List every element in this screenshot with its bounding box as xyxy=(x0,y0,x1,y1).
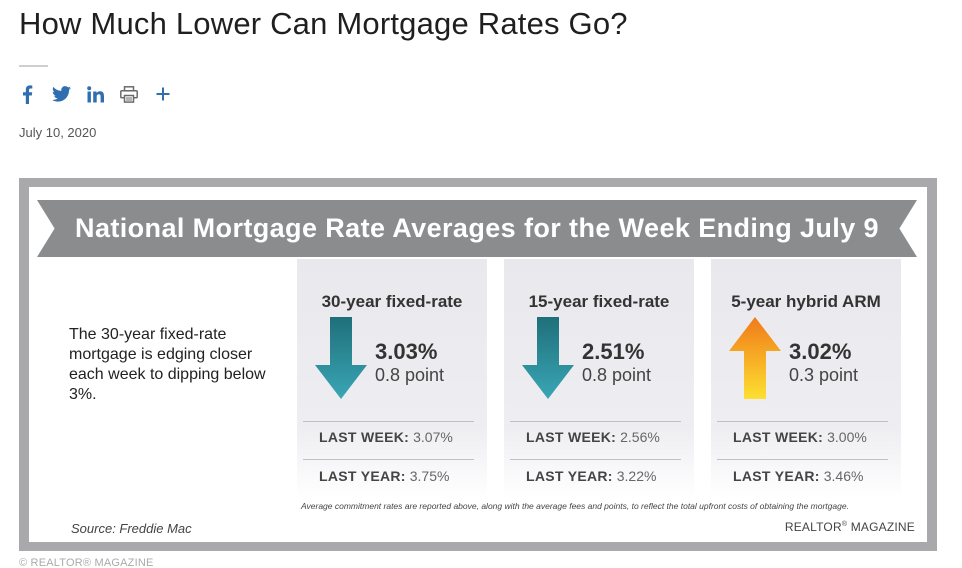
last-year-value: 3.46% xyxy=(823,468,864,484)
rate-column-5-year-arm: 5-year hybrid ARM 3.02% 0.3 point LAST W… xyxy=(711,259,901,499)
brand-credit: REALTOR® MAGAZINE xyxy=(785,520,915,534)
rate-column-30-year: 30-year fixed-rate 3.03% 0.8 point LAST … xyxy=(297,259,487,499)
infographic-card: National Mortgage Rate Averages for the … xyxy=(29,187,927,542)
data-source: Source: Freddie Mac xyxy=(71,521,192,536)
column-heading: 15-year fixed-rate xyxy=(528,292,670,311)
divider xyxy=(303,459,474,460)
divider xyxy=(510,459,681,460)
down-arrow-icon xyxy=(522,317,574,399)
divider xyxy=(303,421,474,422)
last-year-row: LAST YEAR: 3.46% xyxy=(733,468,863,484)
rate-points: 0.3 point xyxy=(789,365,859,385)
rate-column-15-year: 15-year fixed-rate 2.51% 0.8 point LAST … xyxy=(504,259,694,499)
twitter-icon xyxy=(51,86,71,102)
last-week-row: LAST WEEK: 3.00% xyxy=(733,429,867,445)
last-year-value: 3.22% xyxy=(616,468,657,484)
registered-mark: ® xyxy=(841,521,848,528)
linkedin-icon xyxy=(86,85,104,102)
infographic-description: The 30-year fixed-rate mortgage is edgin… xyxy=(69,326,266,403)
last-week-value: 2.56% xyxy=(620,429,660,445)
infographic-footnote: Average commitment rates are reported ab… xyxy=(301,501,849,511)
article-title: How Much Lower Can Mortgage Rates Go? xyxy=(19,6,628,41)
divider xyxy=(717,421,888,422)
publish-date: July 10, 2020 xyxy=(19,125,97,140)
last-week-row: LAST WEEK: 3.07% xyxy=(319,429,453,445)
last-year-label: LAST YEAR: xyxy=(526,468,613,484)
last-year-row: LAST YEAR: 3.75% xyxy=(319,468,449,484)
last-year-label: LAST YEAR: xyxy=(319,468,406,484)
twitter-share-button[interactable] xyxy=(51,84,71,104)
infographic-banner: National Mortgage Rate Averages for the … xyxy=(37,200,917,257)
last-year-label: LAST YEAR: xyxy=(733,468,820,484)
rate-points: 0.8 point xyxy=(375,365,445,385)
last-year-value: 3.75% xyxy=(409,468,450,484)
title-divider xyxy=(19,65,48,67)
current-rate: 3.02% xyxy=(789,339,852,364)
divider xyxy=(717,459,888,460)
current-rate: 2.51% xyxy=(582,339,645,364)
last-week-label: LAST WEEK: xyxy=(526,429,617,445)
plus-icon xyxy=(156,87,170,101)
facebook-icon xyxy=(22,84,32,104)
brand-suffix: MAGAZINE xyxy=(847,520,915,534)
brand-name: REALTOR xyxy=(784,520,842,534)
linkedin-share-button[interactable] xyxy=(85,84,105,104)
image-credit: © REALTOR® MAGAZINE xyxy=(19,557,154,568)
print-icon xyxy=(120,85,138,103)
more-share-button[interactable] xyxy=(153,84,173,104)
banner-title: National Mortgage Rate Averages for the … xyxy=(75,213,879,243)
current-rate: 3.03% xyxy=(375,339,438,364)
last-week-value: 3.00% xyxy=(827,429,867,445)
last-week-row: LAST WEEK: 2.56% xyxy=(526,429,660,445)
column-heading: 5-year hybrid ARM xyxy=(731,292,881,311)
last-week-label: LAST WEEK: xyxy=(319,429,410,445)
down-arrow-icon xyxy=(315,317,367,399)
facebook-share-button[interactable] xyxy=(17,84,37,104)
share-bar xyxy=(17,83,173,105)
infographic-frame: National Mortgage Rate Averages for the … xyxy=(19,178,937,551)
last-year-row: LAST YEAR: 3.22% xyxy=(526,468,656,484)
divider xyxy=(510,421,681,422)
column-heading: 30-year fixed-rate xyxy=(321,292,463,311)
last-week-value: 3.07% xyxy=(413,429,453,445)
last-week-label: LAST WEEK: xyxy=(733,429,824,445)
print-button[interactable] xyxy=(119,84,139,104)
up-arrow-icon xyxy=(729,317,781,399)
rate-points: 0.8 point xyxy=(582,365,652,385)
